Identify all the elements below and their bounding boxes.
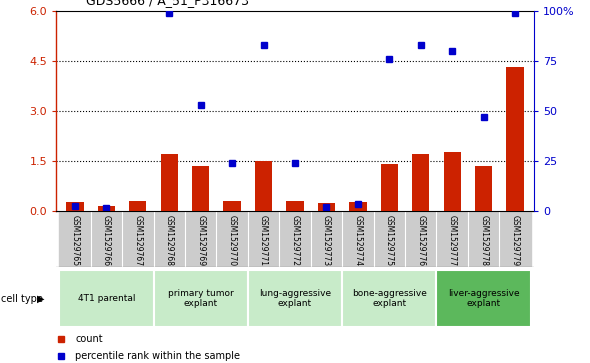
Bar <box>468 211 499 267</box>
Bar <box>444 152 461 211</box>
Bar <box>192 166 209 211</box>
Bar <box>59 211 91 267</box>
Bar <box>153 270 248 327</box>
Text: GSM1529771: GSM1529771 <box>259 215 268 266</box>
Text: GSM1529773: GSM1529773 <box>322 215 331 266</box>
Bar <box>342 211 373 267</box>
Bar <box>412 154 430 211</box>
Bar <box>255 160 272 211</box>
Bar <box>373 211 405 267</box>
Text: GDS5666 / A_51_P316673: GDS5666 / A_51_P316673 <box>86 0 248 7</box>
Text: GSM1529769: GSM1529769 <box>196 215 205 266</box>
Text: bone-aggressive
explant: bone-aggressive explant <box>352 289 427 308</box>
Bar <box>279 211 311 267</box>
Bar <box>217 211 248 267</box>
Bar <box>185 211 217 267</box>
Bar <box>349 202 366 211</box>
Text: GSM1529779: GSM1529779 <box>510 215 520 266</box>
Bar <box>91 211 122 267</box>
Text: count: count <box>75 334 103 344</box>
Bar <box>160 154 178 211</box>
Text: GSM1529765: GSM1529765 <box>70 215 80 266</box>
Bar <box>475 166 492 211</box>
Text: GSM1529770: GSM1529770 <box>228 215 237 266</box>
Bar <box>506 68 524 211</box>
Bar <box>248 211 279 267</box>
Bar <box>286 200 304 211</box>
Text: lung-aggressive
explant: lung-aggressive explant <box>259 289 331 308</box>
Bar <box>122 211 153 267</box>
Bar <box>437 211 468 267</box>
Text: GSM1529774: GSM1529774 <box>353 215 362 266</box>
Bar <box>224 200 241 211</box>
Text: 4T1 parental: 4T1 parental <box>78 294 135 303</box>
Bar <box>499 211 531 267</box>
Text: GSM1529775: GSM1529775 <box>385 215 394 266</box>
Text: percentile rank within the sample: percentile rank within the sample <box>75 351 240 361</box>
Text: GSM1529766: GSM1529766 <box>102 215 111 266</box>
Text: primary tumor
explant: primary tumor explant <box>168 289 234 308</box>
Bar <box>66 202 84 211</box>
Bar <box>437 270 531 327</box>
Text: GSM1529767: GSM1529767 <box>133 215 142 266</box>
Bar <box>311 211 342 267</box>
Text: GSM1529768: GSM1529768 <box>165 215 173 266</box>
Bar <box>342 270 437 327</box>
Bar <box>405 211 437 267</box>
Bar <box>59 270 153 327</box>
Bar <box>248 270 342 327</box>
Text: liver-aggressive
explant: liver-aggressive explant <box>448 289 519 308</box>
Text: cell type: cell type <box>1 294 43 303</box>
Bar <box>381 164 398 211</box>
Text: GSM1529778: GSM1529778 <box>479 215 488 266</box>
Text: GSM1529776: GSM1529776 <box>417 215 425 266</box>
Text: GSM1529772: GSM1529772 <box>290 215 300 266</box>
Text: GSM1529777: GSM1529777 <box>448 215 457 266</box>
Text: ▶: ▶ <box>37 294 44 303</box>
Bar <box>129 200 146 211</box>
Bar <box>318 203 335 211</box>
Bar <box>153 211 185 267</box>
Bar <box>98 205 115 211</box>
